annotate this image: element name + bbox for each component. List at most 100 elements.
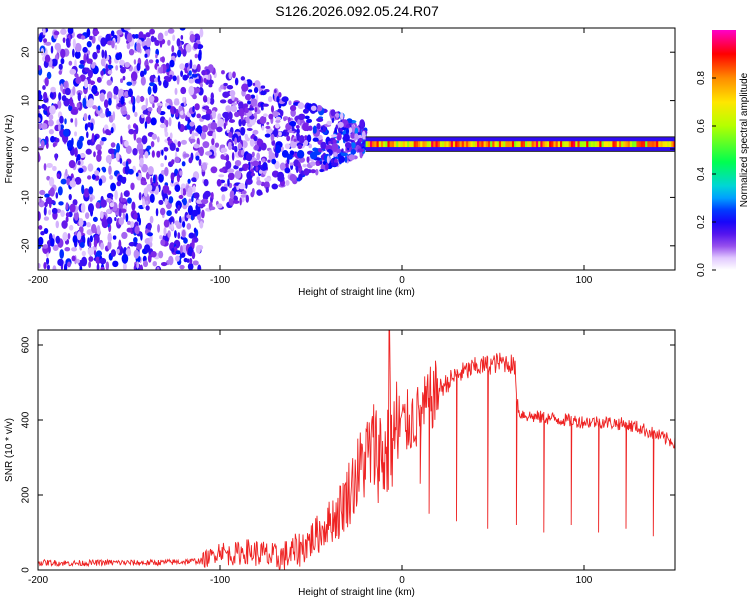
spectrogram-cell: [202, 141, 210, 149]
spectrogram-cell: [180, 139, 187, 145]
spectrogram-cell: [125, 213, 129, 223]
spectrogram-cell: [179, 63, 185, 70]
spectrogram-cell: [179, 245, 183, 254]
spectrogram-cell: [61, 220, 68, 229]
spectrogram-cell: [198, 146, 205, 157]
carrier-cell: [525, 141, 528, 148]
spectrogram-cell: [332, 139, 337, 144]
spectrogram-cell: [204, 151, 213, 156]
spectrogram-cell: [211, 138, 215, 146]
spectrogram-cell: [38, 262, 41, 269]
spectrogram-cell: [125, 145, 132, 155]
spectrogram-cell: [319, 160, 323, 165]
carrier-cell: [459, 141, 463, 148]
spectrogram-cell: [210, 122, 218, 130]
spectrogram-cell: [160, 64, 164, 74]
spectrogram-cell: [96, 225, 101, 235]
spectrogram-cell: [105, 198, 113, 203]
carrier-cell: [387, 141, 390, 148]
spectrogram-cell: [144, 244, 151, 253]
spectrogram-cell: [100, 199, 107, 208]
spectrogram-cell: [255, 166, 259, 172]
spectrogram-cell: [259, 116, 267, 124]
carrier-cell: [603, 141, 607, 148]
carrier-cell: [555, 141, 559, 148]
spectrogram-cell: [253, 87, 259, 94]
spectrogram-cell: [60, 178, 67, 185]
spectrogram-cell: [54, 153, 58, 161]
spectrogram-cell: [145, 97, 148, 108]
spectrogram-cell: [211, 110, 217, 119]
spectrogram-cell: [187, 187, 193, 196]
spectrogram-cell: [152, 174, 156, 184]
spectrogram-cell: [312, 125, 317, 134]
spectrogram-cell: [44, 193, 50, 198]
spectrogram-cell: [139, 264, 144, 270]
spectrogram-cell: [232, 71, 236, 79]
spectrogram-cell: [46, 71, 52, 80]
spectrogram-cell: [297, 119, 301, 126]
spectrogram-cell: [298, 134, 305, 144]
carrier-cell: [385, 141, 388, 148]
spectrogram-cell: [83, 188, 90, 198]
spectrogram-cell: [89, 235, 93, 243]
spectrogram-cell: [150, 177, 153, 185]
spectrogram-cell: [179, 216, 182, 225]
spectrogram-cell: [112, 111, 116, 121]
spectrogram-cell: [186, 258, 190, 263]
spectrogram-cell: [164, 131, 169, 138]
spectrogram-cell: [108, 97, 112, 106]
spectrogram-cell: [115, 53, 121, 61]
spectrogram-cell: [55, 137, 60, 143]
spectrogram-cell: [80, 203, 86, 213]
spectrogram-cell: [144, 53, 148, 58]
spectrogram-cell: [75, 76, 82, 84]
spectrogram-cell: [172, 34, 176, 42]
spectrogram-cell: [147, 86, 152, 96]
carrier-cell: [573, 141, 576, 148]
spectrogram-cell: [44, 54, 51, 63]
carrier-cell: [411, 141, 415, 148]
spectrogram-cell: [135, 172, 139, 177]
spectrogram-cell: [86, 139, 92, 146]
spectrogram-cell: [231, 93, 235, 101]
carrier-cell: [415, 141, 419, 148]
spectrogram-cell: [127, 124, 131, 131]
spectrogram-cell: [111, 40, 115, 49]
spectrogram-cell: [335, 124, 339, 130]
spectrogram-cell: [79, 135, 85, 142]
spectrogram-cell: [78, 167, 84, 174]
spectrogram-cell: [95, 144, 102, 151]
spectrogram-cell: [163, 146, 169, 152]
spectrogram-cell: [51, 58, 58, 67]
spectrogram-cell: [127, 197, 132, 204]
spectrogram-cell: [109, 175, 114, 180]
top-ytick-label: 0: [21, 146, 32, 152]
spectrogram-cell: [38, 123, 43, 130]
spectrogram-cell: [44, 77, 49, 87]
spectrogram-cell: [38, 211, 41, 221]
spectrogram-cell: [219, 168, 226, 173]
spectrogram-cell: [83, 113, 88, 122]
spectrogram-cell: [262, 162, 268, 170]
spectrogram-cell: [289, 105, 297, 112]
spectrogram-cell: [227, 172, 235, 181]
spectrogram-cell: [203, 190, 211, 198]
spectrogram-cell: [193, 227, 197, 234]
carrier-cell: [457, 141, 460, 148]
spectrogram-cell: [76, 139, 83, 150]
spectrogram-cell: [147, 165, 154, 175]
bottom-ytick-label: 0: [21, 567, 32, 573]
spectrogram-cell: [91, 223, 97, 234]
spectrogram-cell: [156, 150, 161, 158]
spectrogram-cell: [136, 42, 141, 53]
carrier-cell: [435, 141, 439, 148]
carrier-cell: [498, 141, 502, 148]
spectrogram-cell: [340, 152, 349, 157]
spectrogram-cell: [52, 244, 59, 251]
spectrogram-cell: [132, 148, 138, 156]
spectrogram-cell: [43, 206, 47, 216]
carrier-cell: [426, 141, 430, 148]
spectrogram-cell: [181, 229, 186, 238]
